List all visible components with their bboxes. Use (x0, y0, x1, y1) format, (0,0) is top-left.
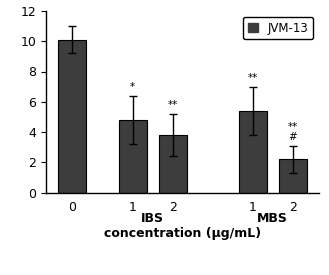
Text: **: ** (167, 100, 178, 110)
Text: **: ** (247, 73, 258, 83)
Text: IBS: IBS (141, 212, 164, 225)
Text: **
#: ** # (288, 122, 298, 142)
Text: *: * (130, 82, 135, 92)
Bar (279, 159, 307, 192)
Bar (118, 120, 146, 192)
Text: concentration (μg/mL): concentration (μg/mL) (104, 227, 261, 240)
Bar (159, 135, 187, 192)
Text: 0: 0 (68, 201, 76, 214)
Text: 2: 2 (169, 201, 177, 214)
Text: 2: 2 (289, 201, 297, 214)
Bar (59, 40, 87, 192)
Text: 1: 1 (249, 201, 257, 214)
Legend: JVM-13: JVM-13 (243, 17, 313, 39)
Bar (239, 111, 267, 192)
Text: MBS: MBS (257, 212, 288, 225)
Text: 1: 1 (129, 201, 137, 214)
